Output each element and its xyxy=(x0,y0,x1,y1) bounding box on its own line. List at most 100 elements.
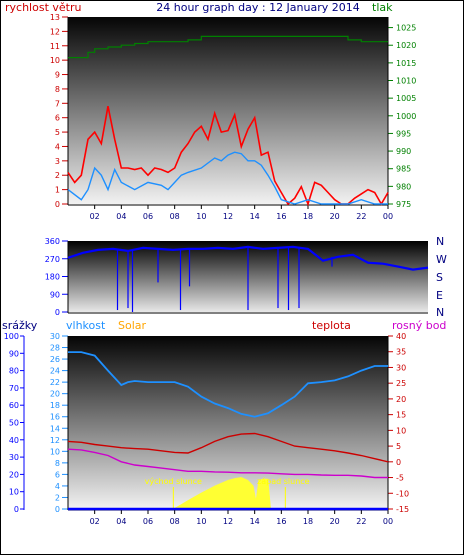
humidity-x-tick-label-18: 18 xyxy=(303,517,313,526)
wind-x-tick-label-18: 18 xyxy=(303,212,313,221)
solar-legend-label: Solar xyxy=(118,319,147,332)
pressure-tick-label-1000: 1000 xyxy=(396,112,416,121)
rain-tick-label-40: 40 xyxy=(9,436,19,445)
wind-tick-label-5: 5 xyxy=(55,128,60,137)
rain-tick-label-20: 20 xyxy=(9,470,19,479)
humidity-tick-label-4: 4 xyxy=(55,482,60,491)
wind-x-tick-label-10: 10 xyxy=(196,212,206,221)
direction-tick-label-270: 270 xyxy=(45,255,60,264)
temperature-tick-label-25: 25 xyxy=(396,379,406,388)
wind-tick-label-2: 2 xyxy=(55,171,60,180)
temperature-tick-label-0: 0 xyxy=(396,458,401,467)
wind-x-tick-label-12: 12 xyxy=(223,212,233,221)
wind-tick-label-10: 10 xyxy=(50,56,60,65)
pressure-tick-label-1010: 1010 xyxy=(396,77,416,86)
temperature-tick-label-5: 5 xyxy=(396,442,401,451)
rain-tick-label-70: 70 xyxy=(9,384,19,393)
temperature-tick-label--10: -10 xyxy=(396,489,409,498)
pressure-tick-label-1025: 1025 xyxy=(396,24,416,33)
wind-tick-label-6: 6 xyxy=(55,114,60,123)
humidity-tick-label-26: 26 xyxy=(50,355,60,364)
wind-x-tick-label-02: 02 xyxy=(90,212,100,221)
direction-tick-label-360: 360 xyxy=(45,237,60,246)
wind-x-tick-label-20: 20 xyxy=(330,212,340,221)
humidity-series-line xyxy=(68,351,388,418)
humidity-x-tick-label-06: 06 xyxy=(143,517,153,526)
wind-average-series-line xyxy=(67,151,388,205)
humidity-tick-label-24: 24 xyxy=(50,367,60,376)
wind-tick-label-11: 11 xyxy=(50,42,60,51)
pressure-tick-label-980: 980 xyxy=(396,182,411,191)
rain-tick-label-90: 90 xyxy=(9,349,19,358)
compass-label-W-1: W xyxy=(436,253,447,266)
humidity-x-tick-label-00: 00 xyxy=(383,517,393,526)
rain-tick-label-30: 30 xyxy=(9,453,19,462)
rain-tick-label-10: 10 xyxy=(9,488,19,497)
humidity-tick-label-20: 20 xyxy=(50,390,60,399)
pressure-tick-label-995: 995 xyxy=(396,129,411,138)
humidity-x-tick-label-16: 16 xyxy=(276,517,286,526)
rain-tick-label-100: 100 xyxy=(4,332,19,341)
dew-point-series-line xyxy=(67,448,388,479)
humidity-tick-label-6: 6 xyxy=(55,470,60,479)
rain-tick-label-80: 80 xyxy=(9,367,19,376)
compass-label-N-4: N xyxy=(436,306,444,319)
humidity-x-tick-label-02: 02 xyxy=(90,517,100,526)
wind-x-tick-label-00: 00 xyxy=(383,212,393,221)
wind-x-tick-label-04: 04 xyxy=(116,212,126,221)
direction-tick-label-180: 180 xyxy=(45,273,60,282)
wind-tick-label-4: 4 xyxy=(55,142,60,151)
humidity-tick-label-30: 30 xyxy=(50,332,60,341)
humidity-tick-label-18: 18 xyxy=(50,401,60,410)
temperature-tick-label-20: 20 xyxy=(396,395,406,404)
wind-tick-label-7: 7 xyxy=(55,99,60,108)
humidity-x-tick-label-04: 04 xyxy=(116,517,126,526)
temperature-tick-label--15: -15 xyxy=(396,505,409,514)
compass-label-E-3: E xyxy=(436,289,443,302)
wind-tick-label-8: 8 xyxy=(55,85,60,94)
wind-tick-label-3: 3 xyxy=(55,157,60,166)
humidity-tick-label-16: 16 xyxy=(50,413,60,422)
direction-tick-label-0: 0 xyxy=(55,308,60,317)
humidity-x-tick-label-08: 08 xyxy=(170,517,180,526)
compass-label-N-0: N xyxy=(436,235,444,248)
rain-tick-label-60: 60 xyxy=(9,401,19,410)
humidity-x-tick-label-20: 20 xyxy=(330,517,340,526)
pressure-tick-label-985: 985 xyxy=(396,165,411,174)
pressure-axis-label: tlak xyxy=(372,1,393,14)
compass-label-S-2: S xyxy=(436,271,443,284)
humidity-x-tick-label-10: 10 xyxy=(196,517,206,526)
chart-title: 24 hour graph day : 12 January 2014 xyxy=(156,1,360,14)
temperature-tick-label--5: -5 xyxy=(396,474,404,483)
wind-tick-label-9: 9 xyxy=(55,71,60,80)
solar-radiation-area xyxy=(172,477,286,510)
rain-tick-label-0: 0 xyxy=(14,505,19,514)
humidity-axis-label: vlhkost xyxy=(66,319,106,332)
wind-gust-series-line xyxy=(67,106,389,207)
wind-tick-label-0: 0 xyxy=(55,200,60,209)
temperature-tick-label-35: 35 xyxy=(396,348,406,357)
humidity-tick-label-0: 0 xyxy=(55,505,60,514)
temperature-axis-label: teplota xyxy=(312,319,351,332)
wind-x-tick-label-22: 22 xyxy=(356,212,366,221)
wind-x-tick-label-08: 08 xyxy=(170,212,180,221)
temperature-tick-label-40: 40 xyxy=(396,332,406,341)
dew-point-legend-label: rosný bod xyxy=(392,319,446,332)
rain-axis-label: srážky xyxy=(2,319,38,332)
sunset-annotation: západ slunce xyxy=(257,477,310,486)
temperature-tick-label-10: 10 xyxy=(396,426,406,435)
pressure-tick-label-975: 975 xyxy=(396,200,411,209)
wind-tick-label-13: 13 xyxy=(50,13,60,22)
sunrise-annotation: východ slunce xyxy=(145,477,202,486)
temperature-series-line xyxy=(67,432,389,463)
humidity-tick-label-28: 28 xyxy=(50,344,60,353)
humidity-x-tick-label-22: 22 xyxy=(356,517,366,526)
wind-x-tick-label-14: 14 xyxy=(250,212,260,221)
wind-tick-label-1: 1 xyxy=(55,186,60,195)
pressure-series-line xyxy=(68,35,388,59)
temperature-tick-label-30: 30 xyxy=(396,363,406,372)
wind-tick-label-12: 12 xyxy=(50,27,60,36)
rain-tick-label-50: 50 xyxy=(9,419,19,428)
pressure-tick-label-1005: 1005 xyxy=(396,94,416,103)
